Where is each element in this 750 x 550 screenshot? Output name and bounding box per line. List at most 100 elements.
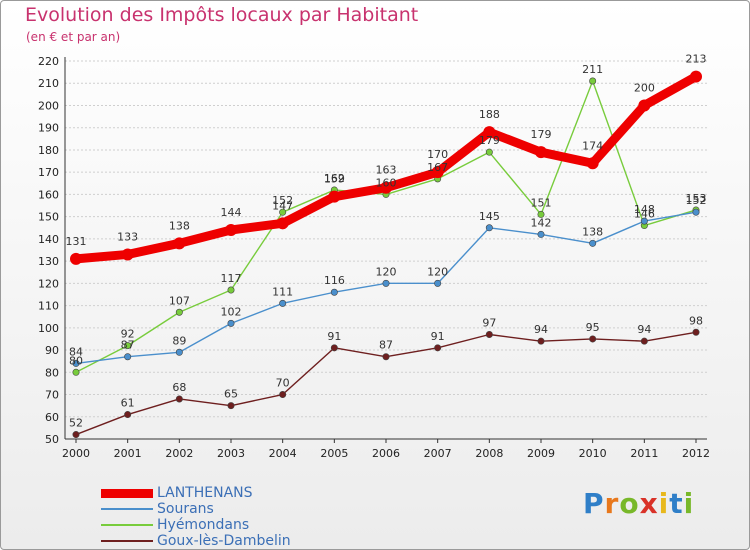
data-label-goux-les-dambelin: 91 bbox=[431, 330, 445, 343]
data-point-lanthenans bbox=[690, 70, 702, 83]
data-label-goux-les-dambelin: 94 bbox=[637, 323, 651, 336]
data-point-hyemondans bbox=[537, 210, 545, 218]
data-label-sourans: 102 bbox=[221, 305, 242, 318]
legend-swatch-sourans bbox=[101, 508, 153, 510]
data-point-goux-les-dambelin bbox=[485, 330, 493, 338]
data-label-hyemondans: 179 bbox=[479, 134, 500, 147]
data-label-lanthenans: 170 bbox=[427, 148, 448, 161]
data-label-goux-les-dambelin: 65 bbox=[224, 388, 238, 401]
legend-label-goux-les-dambelin: Goux-lès-Dambelin bbox=[157, 533, 291, 549]
data-label-lanthenans: 213 bbox=[686, 53, 707, 66]
legend-swatch-goux-les-dambelin bbox=[101, 540, 153, 542]
y-tick-label: 120 bbox=[38, 277, 59, 290]
data-label-sourans: 120 bbox=[376, 265, 397, 278]
data-label-hyemondans: 117 bbox=[221, 272, 242, 285]
data-point-lanthenans bbox=[638, 99, 651, 112]
data-point-sourans bbox=[589, 239, 597, 247]
data-label-lanthenans: 188 bbox=[479, 108, 500, 121]
data-point-lanthenans bbox=[586, 157, 599, 170]
data-label-goux-les-dambelin: 70 bbox=[276, 377, 290, 390]
brand-letter: i bbox=[683, 487, 695, 520]
chart-subtitle: (en € et par an) bbox=[26, 30, 121, 44]
data-point-goux-les-dambelin bbox=[434, 344, 442, 352]
data-label-lanthenans: 144 bbox=[221, 206, 242, 219]
data-point-lanthenans bbox=[173, 237, 186, 250]
data-point-goux-les-dambelin bbox=[537, 337, 545, 345]
data-label-sourans: 120 bbox=[427, 265, 448, 278]
data-point-goux-les-dambelin bbox=[227, 402, 235, 410]
data-point-goux-les-dambelin bbox=[382, 353, 390, 361]
legend-swatch-lanthenans bbox=[101, 489, 153, 498]
x-tick-label: 2008 bbox=[475, 447, 503, 460]
data-label-lanthenans: 147 bbox=[272, 199, 293, 212]
data-point-lanthenans bbox=[276, 217, 289, 230]
data-label-lanthenans: 179 bbox=[531, 128, 552, 141]
y-tick-label: 50 bbox=[45, 433, 59, 446]
y-tick-label: 190 bbox=[38, 122, 59, 135]
y-tick-label: 220 bbox=[38, 55, 59, 68]
x-tick-label: 2011 bbox=[630, 447, 658, 460]
data-point-lanthenans bbox=[431, 166, 444, 179]
data-point-lanthenans bbox=[328, 190, 341, 203]
data-point-sourans bbox=[175, 348, 183, 356]
x-tick-label: 2005 bbox=[320, 447, 348, 460]
data-label-sourans: 87 bbox=[121, 339, 135, 352]
data-label-hyemondans: 107 bbox=[169, 294, 190, 307]
data-point-lanthenans bbox=[483, 126, 496, 139]
data-label-hyemondans: 146 bbox=[634, 208, 655, 221]
data-label-sourans: 138 bbox=[582, 225, 603, 238]
x-tick-label: 2001 bbox=[114, 447, 142, 460]
legend-label-hyemondans: Hyémondans bbox=[157, 517, 250, 533]
brand-letter: P bbox=[583, 487, 605, 520]
data-label-lanthenans: 131 bbox=[66, 235, 87, 248]
data-label-hyemondans: 211 bbox=[582, 63, 603, 76]
data-label-hyemondans: 167 bbox=[427, 161, 448, 174]
data-label-sourans: 152 bbox=[686, 194, 707, 207]
data-label-hyemondans: 80 bbox=[69, 354, 83, 367]
data-point-sourans bbox=[692, 208, 700, 216]
y-tick-label: 160 bbox=[38, 188, 59, 201]
data-point-lanthenans bbox=[535, 146, 547, 159]
brand-logo: Proxiti bbox=[583, 487, 694, 520]
data-label-hyemondans: 160 bbox=[376, 176, 397, 189]
brand-letter: x bbox=[639, 487, 659, 520]
data-point-lanthenans bbox=[225, 223, 237, 236]
data-label-sourans: 145 bbox=[479, 210, 500, 223]
data-point-sourans bbox=[330, 288, 338, 296]
data-label-goux-les-dambelin: 98 bbox=[689, 314, 703, 327]
data-point-hyemondans bbox=[72, 368, 80, 376]
data-point-lanthenans bbox=[70, 252, 82, 265]
y-tick-label: 140 bbox=[38, 233, 59, 246]
data-point-hyemondans bbox=[279, 208, 287, 216]
data-label-goux-les-dambelin: 87 bbox=[379, 339, 393, 352]
data-label-goux-les-dambelin: 91 bbox=[327, 330, 341, 343]
data-label-goux-les-dambelin: 97 bbox=[482, 316, 496, 329]
data-label-hyemondans: 153 bbox=[686, 192, 707, 205]
x-tick-label: 2009 bbox=[527, 447, 555, 460]
data-label-sourans: 111 bbox=[272, 285, 293, 298]
y-tick-label: 60 bbox=[45, 411, 59, 424]
x-tick-label: 2004 bbox=[269, 447, 297, 460]
data-point-goux-les-dambelin bbox=[72, 431, 80, 439]
data-point-sourans bbox=[72, 359, 80, 367]
data-label-sourans: 84 bbox=[69, 345, 83, 358]
data-point-lanthenans bbox=[380, 181, 392, 194]
legend-label-sourans: Sourans bbox=[157, 501, 214, 517]
data-label-lanthenans: 163 bbox=[376, 164, 397, 177]
data-point-goux-les-dambelin bbox=[279, 391, 287, 399]
brand-letter: r bbox=[604, 487, 620, 520]
data-point-goux-les-dambelin bbox=[175, 395, 183, 403]
x-tick-label: 2010 bbox=[579, 447, 607, 460]
data-label-sourans: 148 bbox=[634, 203, 655, 216]
data-point-sourans bbox=[382, 279, 390, 287]
x-tick-label: 2012 bbox=[682, 447, 710, 460]
data-label-goux-les-dambelin: 61 bbox=[121, 397, 135, 410]
data-point-sourans bbox=[227, 319, 235, 327]
data-label-sourans: 142 bbox=[531, 216, 552, 229]
data-label-goux-les-dambelin: 68 bbox=[172, 381, 186, 394]
x-tick-label: 2002 bbox=[165, 447, 193, 460]
x-tick-label: 2003 bbox=[217, 447, 245, 460]
data-label-hyemondans: 152 bbox=[272, 194, 293, 207]
